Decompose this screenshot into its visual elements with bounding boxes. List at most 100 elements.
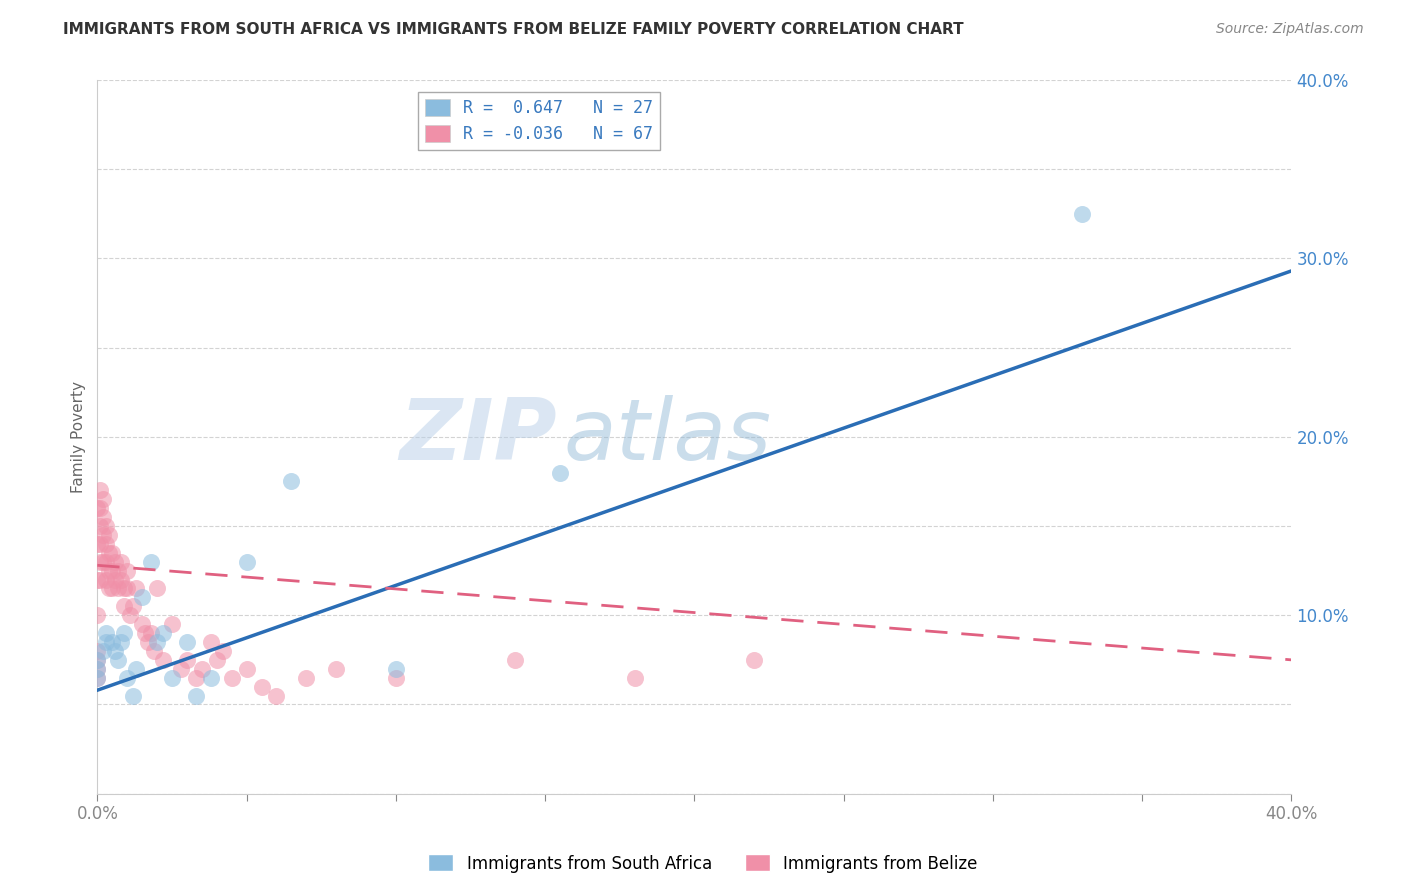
Point <box>91 528 114 542</box>
Text: ZIP: ZIP <box>399 395 557 478</box>
Point <box>200 635 222 649</box>
Point <box>160 617 183 632</box>
Point <box>96 519 118 533</box>
Point <box>89 573 111 587</box>
Y-axis label: Family Poverty: Family Poverty <box>72 381 86 492</box>
Point <box>325 662 347 676</box>
Point <box>96 626 118 640</box>
Point <box>86 662 108 676</box>
Point <box>107 564 129 578</box>
Point <box>86 644 108 658</box>
Point <box>160 671 183 685</box>
Point <box>200 671 222 685</box>
Point <box>86 653 108 667</box>
Point <box>98 564 121 578</box>
Point <box>96 555 118 569</box>
Point <box>86 671 108 685</box>
Point <box>98 582 121 596</box>
Point <box>104 573 127 587</box>
Point <box>184 689 207 703</box>
Point <box>385 662 408 676</box>
Point <box>146 582 169 596</box>
Point <box>170 662 193 676</box>
Legend: R =  0.647   N = 27, R = -0.036   N = 67: R = 0.647 N = 27, R = -0.036 N = 67 <box>419 92 659 150</box>
Point <box>91 644 114 658</box>
Point <box>146 635 169 649</box>
Point <box>89 501 111 516</box>
Point <box>110 573 132 587</box>
Point <box>211 644 233 658</box>
Point <box>112 599 135 614</box>
Point <box>295 671 318 685</box>
Point <box>235 662 257 676</box>
Point <box>104 644 127 658</box>
Point <box>86 662 108 676</box>
Point <box>96 573 118 587</box>
Point <box>89 555 111 569</box>
Point <box>131 617 153 632</box>
Point <box>120 608 142 623</box>
Point <box>89 537 111 551</box>
Point <box>122 689 145 703</box>
Point <box>86 537 108 551</box>
Point <box>176 653 198 667</box>
Point <box>86 671 108 685</box>
Point <box>112 582 135 596</box>
Point <box>131 591 153 605</box>
Point <box>122 599 145 614</box>
Point <box>101 635 124 649</box>
Point <box>110 555 132 569</box>
Point <box>101 546 124 560</box>
Text: atlas: atlas <box>562 395 770 478</box>
Point <box>184 671 207 685</box>
Point <box>742 653 765 667</box>
Point <box>101 564 124 578</box>
Point <box>125 582 148 596</box>
Point <box>96 635 118 649</box>
Point <box>152 626 174 640</box>
Point <box>91 510 114 524</box>
Point <box>136 635 159 649</box>
Point <box>139 626 162 640</box>
Point <box>98 546 121 560</box>
Point <box>115 564 138 578</box>
Point <box>86 501 108 516</box>
Point <box>91 555 114 569</box>
Point <box>96 537 118 551</box>
Point <box>385 671 408 685</box>
Point <box>250 680 273 694</box>
Point <box>503 653 526 667</box>
Point <box>110 635 132 649</box>
Point <box>91 492 114 507</box>
Point <box>101 582 124 596</box>
Point <box>89 483 111 498</box>
Point <box>280 475 302 489</box>
Point <box>134 626 156 640</box>
Point <box>176 635 198 649</box>
Point <box>107 582 129 596</box>
Text: IMMIGRANTS FROM SOUTH AFRICA VS IMMIGRANTS FROM BELIZE FAMILY POVERTY CORRELATIO: IMMIGRANTS FROM SOUTH AFRICA VS IMMIGRAN… <box>63 22 965 37</box>
Point <box>1071 207 1094 221</box>
Point <box>266 689 288 703</box>
Point <box>139 555 162 569</box>
Point <box>98 528 121 542</box>
Point <box>125 662 148 676</box>
Point <box>115 582 138 596</box>
Point <box>89 519 111 533</box>
Point <box>143 644 166 658</box>
Point <box>86 653 108 667</box>
Point <box>115 671 138 685</box>
Point <box>548 466 571 480</box>
Point <box>112 626 135 640</box>
Point <box>104 555 127 569</box>
Point <box>205 653 228 667</box>
Point <box>191 662 214 676</box>
Point <box>221 671 243 685</box>
Point <box>107 653 129 667</box>
Point <box>86 573 108 587</box>
Legend: Immigrants from South Africa, Immigrants from Belize: Immigrants from South Africa, Immigrants… <box>422 847 984 880</box>
Point <box>86 608 108 623</box>
Point <box>623 671 645 685</box>
Point <box>235 555 257 569</box>
Point <box>152 653 174 667</box>
